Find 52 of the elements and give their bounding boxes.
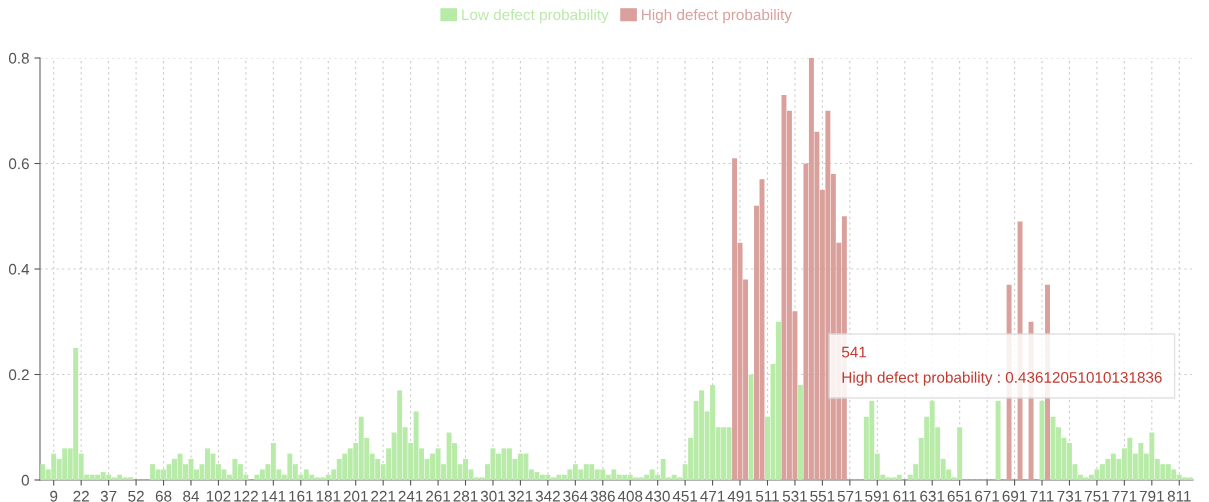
x-tick-label: 84: [183, 490, 200, 502]
x-tick-label: 321: [508, 490, 533, 502]
x-tick-label: 711: [1030, 490, 1054, 502]
x-tick-label: 531: [782, 490, 807, 502]
y-tick-label: 0.8: [8, 52, 29, 64]
x-tick-label: 791: [1139, 490, 1164, 502]
x-tick-label: 631: [920, 490, 945, 502]
x-tick-label: 451: [672, 490, 698, 502]
x-tick-label: 201: [343, 490, 368, 502]
x-tick-label: 811: [1167, 490, 1191, 502]
annotation: 541 High defect probability : 0.43612051010131836: [841, 346, 1162, 386]
x-tick-label: 68: [155, 490, 172, 502]
x-tick-label: 281: [453, 490, 478, 502]
x-tick-label: 221: [371, 490, 396, 502]
x-tick-label: 261: [426, 490, 451, 502]
x-tick-label: 691: [1002, 490, 1027, 502]
x-tick-label: 430: [645, 490, 670, 502]
x-tick-label: 141: [261, 490, 286, 502]
x-tick-label: 161: [289, 490, 313, 502]
x-tick-label: 241: [398, 490, 423, 502]
legend-label: High defect probability: [642, 8, 792, 24]
legend-label: Low defect probability: [462, 8, 609, 24]
y-tick-label: 0.2: [8, 369, 29, 381]
x-tick-label: 511: [755, 490, 779, 502]
x-tick-label: 751: [1084, 490, 1109, 502]
x-tick-label: 611: [893, 490, 917, 502]
x-tick-label: 671: [975, 490, 1000, 502]
x-tick-label: 102: [206, 490, 231, 502]
x-tick-label: 491: [727, 490, 753, 502]
bar: [797, 385, 803, 480]
x-tick-label: 471: [700, 490, 725, 502]
x-tick-label: 571: [837, 490, 862, 502]
x-tick-label: 551: [810, 490, 835, 502]
x-tick-label: 22: [73, 490, 89, 502]
y-tick-label: 0: [21, 474, 29, 486]
x-tick-label: 771: [1112, 490, 1137, 502]
x-tick-label: 342: [535, 490, 560, 502]
y-tick-label: 0.4: [8, 263, 30, 275]
y-tick-label: 0.6: [8, 158, 29, 170]
x-tick-label: 181: [316, 490, 341, 502]
x-tick-label: 52: [128, 490, 144, 502]
x-tick-label: 591: [865, 490, 890, 502]
bar: [995, 400, 1001, 480]
x-tick-label: 731: [1057, 490, 1082, 502]
x-tick-label: 9: [50, 490, 58, 502]
x-tick-label: 122: [234, 490, 258, 502]
x-tick-label: 386: [590, 490, 615, 502]
x-tick-label: 37: [100, 490, 117, 502]
x-tick-label: 408: [617, 490, 643, 502]
x-tick-label: 364: [563, 490, 588, 502]
x-tick-label: 301: [480, 490, 505, 502]
x-tick-label: 651: [947, 490, 972, 502]
